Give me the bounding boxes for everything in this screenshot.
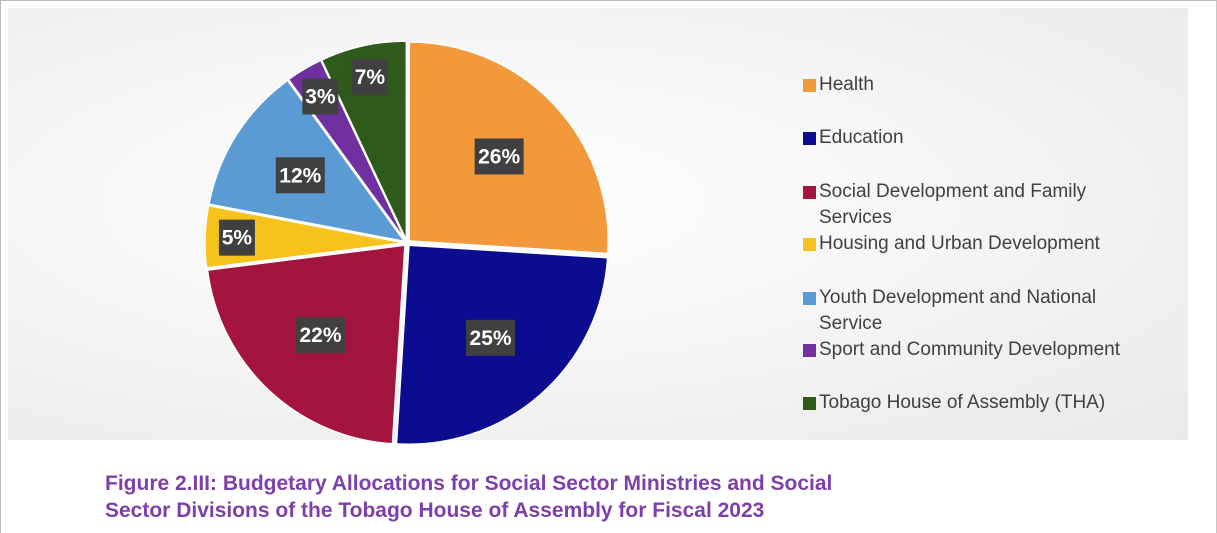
figure-caption: Figure 2.III: Budgetary Allocations for …: [105, 470, 1105, 524]
legend-label: Education: [819, 127, 904, 148]
data-label-text: 26%: [478, 145, 520, 168]
data-label-text: 5%: [222, 227, 253, 250]
legend-label: Sport and Community Development: [819, 339, 1120, 360]
data-label-housing: 5%: [218, 219, 255, 256]
legend-swatch: [803, 344, 816, 357]
data-label-social-development: 22%: [295, 317, 345, 354]
data-label-box: [218, 219, 255, 256]
legend-swatch: [803, 397, 816, 410]
legend-item-education: Education: [803, 125, 1173, 151]
data-label-health: 26%: [474, 138, 524, 175]
data-label-text: 22%: [299, 324, 341, 347]
legend-item-social-development: Social Development and Family Services: [803, 179, 1143, 231]
legend-swatch: [803, 292, 816, 305]
data-label-youth-development: 12%: [275, 157, 325, 194]
legend-label: Health: [819, 74, 874, 95]
legend-swatch: [803, 186, 816, 199]
legend-item-health: Health: [803, 72, 1173, 98]
data-label-box: [466, 319, 516, 356]
legend-item-tha: Tobago House of Assembly (THA): [803, 390, 1173, 416]
data-label-box: [351, 58, 388, 95]
data-label-box: [275, 157, 325, 194]
legend-item-sport: Sport and Community Development: [803, 337, 1173, 363]
data-label-sport: 3%: [302, 78, 339, 115]
caption-line-1: Figure 2.III: Budgetary Allocations for …: [105, 472, 833, 495]
data-label-box: [295, 317, 345, 354]
data-label-tha: 7%: [351, 58, 388, 95]
legend-label: Tobago House of Assembly (THA): [819, 392, 1106, 413]
legend-swatch: [803, 79, 816, 92]
caption-line-2: Sector Divisions of the Tobago House of …: [105, 499, 765, 522]
legend-item-youth-development: Youth Development and National Service: [803, 285, 1143, 337]
legend-label: Housing and Urban Development: [819, 233, 1100, 254]
legend-item-housing: Housing and Urban Development: [803, 231, 1173, 257]
data-label-box: [302, 78, 339, 115]
data-label-education: 25%: [466, 319, 516, 356]
data-label-text: 25%: [470, 327, 512, 350]
legend-label: Social Development and Family Services: [819, 181, 1087, 228]
data-label-text: 12%: [279, 164, 321, 187]
legend-swatch: [803, 132, 816, 145]
data-label-box: [474, 138, 524, 175]
data-label-text: 3%: [305, 86, 336, 109]
data-label-text: 7%: [355, 66, 386, 89]
legend-label: Youth Development and National Service: [819, 287, 1097, 334]
legend-swatch: [803, 238, 816, 251]
